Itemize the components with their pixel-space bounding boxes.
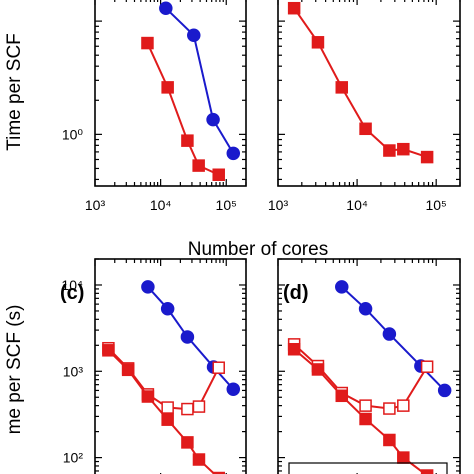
data-point: [161, 413, 174, 426]
data-point: [359, 399, 372, 412]
data-point: [420, 469, 434, 474]
plot-frame: [277, 0, 461, 187]
series-line: [107, 347, 220, 411]
x-tick-label: 10⁵: [425, 197, 446, 213]
data-point: [437, 383, 452, 398]
x-tick-label: 10⁵: [216, 197, 237, 213]
y-tick-label: 10⁰: [62, 126, 84, 142]
data-point: [287, 1, 301, 15]
x-tick-label: 10⁴: [346, 197, 368, 213]
data-point: [397, 142, 410, 156]
data-point: [212, 361, 225, 374]
panel-c: 10⁴ 10³ 10² me per SCF (s) (c): [4, 258, 247, 474]
series-group: [287, 1, 434, 164]
data-point: [358, 302, 373, 316]
data-point: [181, 402, 194, 416]
x-axis-title: Number of cores: [188, 239, 328, 260]
y-axis-title: Time per SCF: [4, 33, 25, 151]
data-point: [161, 81, 174, 94]
series-line: [165, 7, 235, 154]
data-point: [383, 402, 396, 415]
plot-frame: [277, 258, 461, 474]
data-point: [420, 360, 434, 373]
data-point: [311, 36, 325, 49]
data-point: [420, 150, 434, 164]
data-point: [335, 389, 349, 403]
data-point: [383, 433, 396, 447]
data-point: [192, 453, 206, 466]
panel-a: 10³ 10⁴ 10⁵ 10⁰ Time per SCF: [4, 0, 247, 213]
data-point: [226, 382, 241, 396]
data-point: [192, 400, 206, 413]
plot-frame: [94, 258, 247, 474]
x-tick-label: 10³: [85, 197, 106, 213]
data-point: [161, 401, 174, 414]
data-point: [212, 471, 225, 474]
data-point: [287, 343, 301, 356]
data-point: [141, 280, 155, 294]
data-point: [192, 159, 205, 172]
data-point: [160, 302, 175, 316]
data-point: [180, 330, 195, 344]
series-group: [102, 280, 241, 474]
series-group: [141, 1, 241, 181]
data-point: [121, 363, 135, 377]
y-tick-label: 10³: [63, 363, 84, 379]
data-point: [335, 280, 349, 294]
data-point: [102, 344, 115, 357]
y-tick-label: 10²: [63, 450, 84, 466]
data-point: [335, 81, 349, 94]
panel-b: 10³ 10⁴ 10⁵: [268, 0, 461, 213]
panel-label: (d): [283, 282, 309, 304]
data-point: [382, 327, 397, 341]
y-axis-title: me per SCF (s): [4, 305, 25, 435]
data-point: [159, 1, 173, 15]
series-line: [293, 343, 428, 410]
data-point: [311, 363, 325, 376]
data-point: [359, 122, 372, 136]
panel-d: (d): [277, 258, 461, 474]
data-point: [212, 168, 225, 181]
plot-frame: [94, 0, 247, 187]
data-point: [397, 399, 410, 412]
data-point: [226, 146, 241, 161]
data-point: [141, 390, 155, 403]
data-point: [187, 28, 201, 43]
y-tick-label: 10⁴: [61, 277, 83, 293]
data-point: [206, 112, 220, 127]
series-line: [146, 42, 220, 176]
data-point: [141, 36, 154, 50]
data-point: [181, 436, 194, 449]
data-point: [359, 412, 372, 426]
x-tick-label: 10³: [268, 197, 289, 213]
data-point: [383, 144, 396, 157]
panel-label: (c): [60, 282, 84, 304]
x-tick-label: 10⁴: [150, 197, 172, 213]
data-point: [397, 451, 410, 464]
series-group: [287, 280, 452, 474]
data-point: [181, 134, 194, 147]
legend-box: [288, 462, 448, 474]
